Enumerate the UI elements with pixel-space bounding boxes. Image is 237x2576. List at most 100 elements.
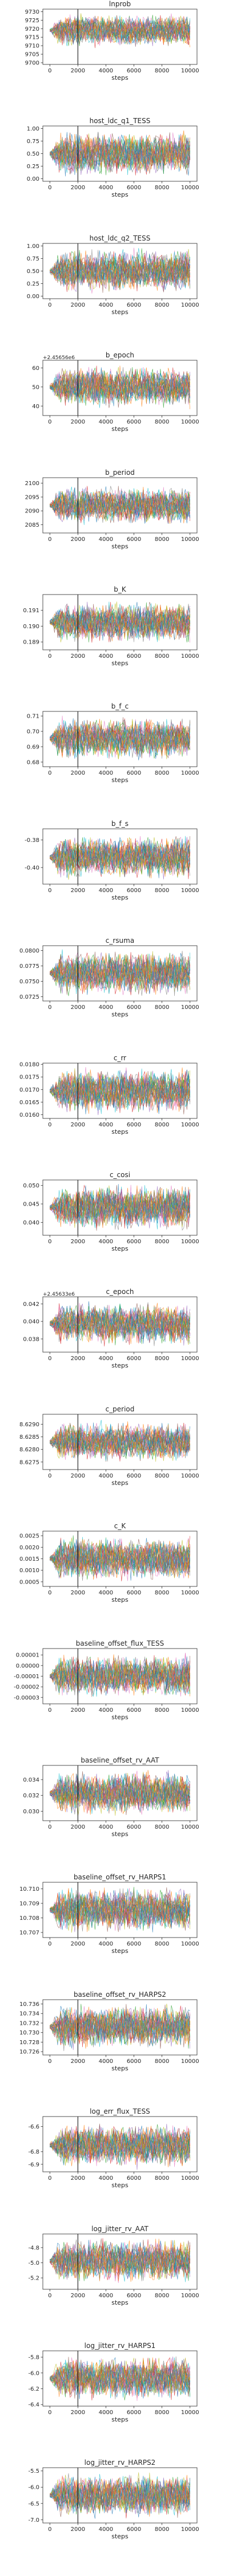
y-tick-label: -0.38	[25, 837, 39, 844]
y-tick-label: 9730	[25, 9, 39, 15]
walker-trace	[50, 2130, 191, 2165]
walker-trace	[50, 1187, 191, 1224]
x-tick-label: 2000	[71, 2410, 85, 2416]
x-tick-label: 0	[48, 1004, 51, 1011]
x-tick-label: 6000	[127, 2293, 141, 2299]
walker-trace	[50, 837, 191, 874]
x-tick-label: 2000	[71, 302, 85, 308]
walker-trace	[50, 836, 191, 877]
walker-trace	[50, 604, 190, 636]
axes-frame	[42, 1999, 198, 2056]
y-tick-label: 0.0025	[19, 1533, 39, 1540]
walker-trace	[50, 1423, 190, 1458]
x-tick-label: 4000	[99, 1239, 113, 1245]
y-tick-label: 0.71	[27, 714, 39, 720]
y-tick-label: 10.709	[19, 1901, 39, 1907]
axes-frame	[42, 594, 198, 650]
axes-frame	[42, 1063, 198, 1118]
walker-trace	[50, 18, 191, 45]
x-tick-label: 6000	[127, 2526, 141, 2533]
walker-trace	[49, 2359, 191, 2399]
x-tick-label: 0	[48, 2058, 51, 2065]
x-tick-label: 4000	[99, 1824, 113, 1830]
x-tick-label: 10000	[181, 1824, 199, 1830]
walker-trace	[50, 1303, 190, 1342]
walker-trace	[50, 2243, 191, 2280]
trace-panel: b_period 2085 2090 2095 2100 0 2000 4000 6000 800…	[25, 469, 199, 550]
walker-trace	[50, 248, 191, 286]
x-tick-label: 4000	[99, 1590, 113, 1596]
x-tick-label: 2000	[71, 2293, 85, 2299]
x-tick-label: 6000	[127, 419, 141, 425]
x-tick-label: 0	[48, 1122, 51, 1128]
panel-title: b_epoch	[106, 351, 134, 359]
y-tick-label: 0.040	[23, 1319, 39, 1325]
axes-frame	[42, 1882, 198, 1938]
y-tick-label: -5.8	[29, 2355, 39, 2361]
x-tick-label: 2000	[71, 419, 85, 425]
x-tick-label: 6000	[127, 1707, 141, 1714]
y-tick-label: 0.042	[23, 1301, 39, 1308]
y-tick-label: 50	[32, 385, 39, 391]
walker-trace	[50, 2359, 191, 2397]
walker-trace	[50, 17, 191, 46]
walker-traces	[49, 1769, 191, 1816]
x-tick-label: 6000	[127, 2175, 141, 2182]
x-tick-label: 10000	[181, 2410, 199, 2416]
y-tick-label: 9710	[25, 43, 39, 50]
walker-traces	[50, 2237, 191, 2283]
x-tick-label: 2000	[71, 68, 85, 74]
x-tick-label: 4000	[99, 1122, 113, 1128]
walker-trace	[50, 134, 191, 177]
x-tick-label: 4000	[99, 1473, 113, 1479]
walker-trace	[50, 1185, 190, 1227]
walker-trace	[50, 1190, 191, 1224]
walker-trace	[50, 1657, 191, 1692]
walker-trace	[50, 1658, 191, 1696]
trace-panel: log_jitter_rv_HARPS1 -5.8 -6.0 -6.2 -6.4 0 200…	[29, 2342, 199, 2423]
walker-trace	[50, 1892, 191, 1931]
x-axis-label: steps	[111, 1947, 128, 1955]
x-tick-label: 0	[48, 1941, 51, 1947]
x-tick-label: 6000	[127, 1239, 141, 1245]
axes-frame	[42, 1296, 198, 1353]
x-tick-label: 8000	[155, 2410, 169, 2416]
walker-trace	[50, 604, 191, 641]
panel-title: baseline_offset_rv_AAT	[81, 1756, 159, 1764]
walker-trace	[50, 1894, 191, 1933]
y-tick-label: 10.728	[19, 2040, 39, 2046]
walker-trace	[49, 2476, 191, 2512]
walker-trace	[50, 1537, 191, 1578]
walker-trace	[50, 1308, 191, 1342]
walker-trace	[50, 2240, 191, 2278]
x-tick-label: 8000	[155, 1590, 169, 1596]
walker-traces	[50, 836, 191, 880]
walker-trace	[50, 486, 191, 525]
x-axis-label: steps	[111, 543, 128, 550]
walker-traces	[50, 1184, 191, 1231]
panel-title: baseline_offset_flux_TESS	[76, 1639, 164, 1647]
axes-frame	[42, 360, 198, 416]
walker-traces	[50, 716, 191, 761]
y-tick-label: 10.707	[19, 1930, 39, 1936]
walker-trace	[50, 1655, 191, 1695]
x-tick-label: 10000	[181, 1707, 199, 1714]
walker-trace	[50, 17, 191, 47]
walker-traces	[49, 2472, 191, 2519]
walker-traces	[49, 131, 191, 177]
walker-trace	[50, 1540, 190, 1578]
walker-trace	[50, 1887, 191, 1932]
trace-panel: b_f_s -0.40 -0.38 0 2000 4000 6000 8000 10000 ste…	[25, 820, 199, 901]
x-axis-label: steps	[111, 776, 128, 784]
y-tick-label: 9715	[25, 35, 39, 41]
x-tick-label: 4000	[99, 1941, 113, 1947]
walker-trace	[50, 721, 191, 760]
walker-trace	[50, 2127, 191, 2162]
x-tick-label: 6000	[127, 888, 141, 894]
x-tick-label: 0	[48, 419, 51, 425]
walker-trace	[50, 1777, 190, 1812]
x-tick-label: 2000	[71, 2526, 85, 2533]
walker-trace	[50, 1894, 191, 1928]
x-tick-label: 2000	[71, 1473, 85, 1479]
